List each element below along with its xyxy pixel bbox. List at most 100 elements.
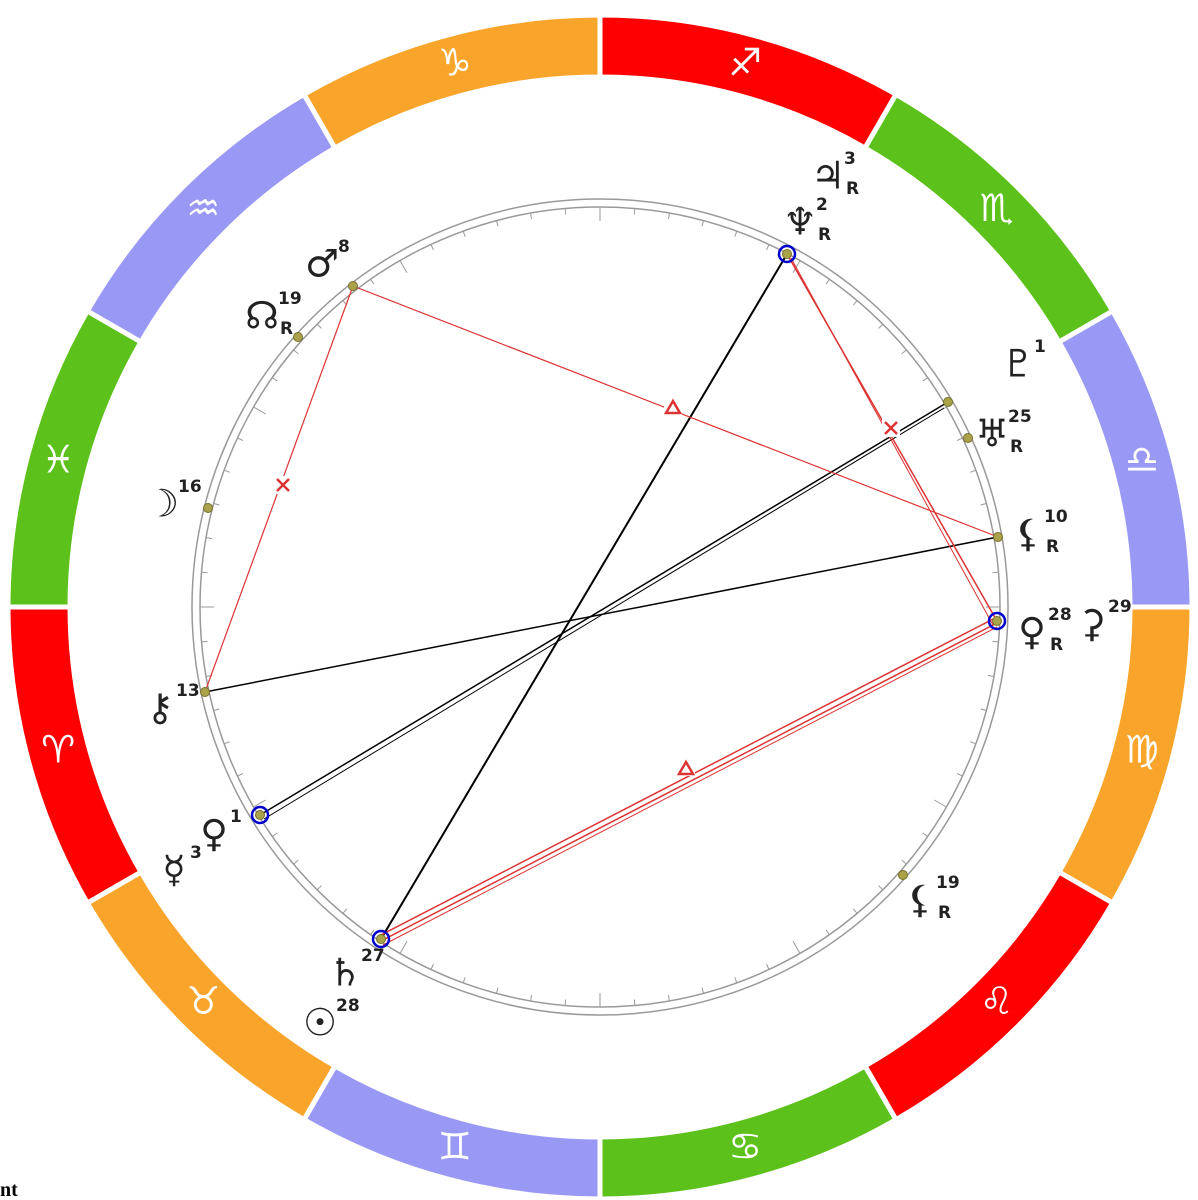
tick (852, 300, 858, 306)
planet-dot (200, 687, 210, 697)
tick (633, 999, 636, 1006)
tick (922, 377, 928, 382)
tick (701, 220, 705, 227)
tick (922, 832, 928, 837)
inner-circle-outer (191, 198, 1009, 1016)
tick (253, 406, 266, 415)
sign-glyph: ♎ (1125, 437, 1159, 481)
sign-glyph: ♍ (1125, 728, 1159, 772)
tick (237, 437, 244, 441)
planet-dot (376, 934, 386, 944)
tick (734, 977, 738, 984)
zodiac-ring: ♐ ♏ ♎ ♍ ♌ ♋ ♊ ♉ ♈ ♓ ♒ ♑ (5, 12, 1195, 1200)
tick (201, 640, 208, 643)
tick (970, 741, 977, 745)
sign-glyph: ♈ (41, 728, 75, 772)
tick (825, 929, 830, 935)
tick (825, 279, 830, 285)
tick (934, 799, 947, 808)
sign-glyph: ♓ (41, 437, 75, 481)
planet-retrograde: R (818, 225, 831, 245)
tick (213, 708, 220, 712)
planet-dot (993, 532, 1003, 542)
tick (495, 220, 499, 227)
footer-text: nt (0, 1179, 18, 1200)
planet-glyph: ⚷ (146, 686, 174, 730)
tick (430, 963, 434, 970)
sign-glyph: ♋ (728, 1124, 762, 1168)
planet-dot (943, 397, 953, 407)
tick (530, 212, 533, 220)
planet-degree: 8 (338, 237, 350, 257)
planet-dot (293, 332, 303, 342)
planet-degree: 25 (1008, 407, 1032, 427)
planet-degree: 13 (176, 681, 200, 701)
tick (901, 859, 907, 865)
planet-glyph: ♃ (811, 154, 845, 198)
tick (792, 260, 801, 273)
sign-glyph: ♉ (186, 979, 220, 1023)
tick (633, 208, 636, 215)
planet-retrograde: R (1046, 537, 1059, 557)
tick (370, 279, 375, 285)
planet-degree: 3 (844, 149, 856, 169)
tick (237, 773, 244, 777)
tick (980, 708, 987, 712)
tick (667, 212, 670, 220)
sign-glyph: ♏ (980, 186, 1014, 230)
tick (253, 799, 266, 808)
planets: ♃3R♆2R♂8☊ 19R♇1♅25R☽16⚸ 10R♀ 28R ⚳ 29⚷ 13♀ 1☿ 3⚸… (145, 149, 1132, 1045)
tick (293, 859, 299, 865)
planet-glyph: ♂ (305, 242, 339, 286)
planet-glyph: ♀ (1018, 610, 1046, 654)
tick (213, 502, 220, 506)
tick (980, 502, 987, 506)
tick (342, 908, 348, 914)
planet-glyph: ⚳ (1078, 602, 1106, 646)
planet-degree: 1 (230, 807, 242, 827)
planet-retrograde: R (1010, 437, 1023, 457)
planet-glyph: ⚸ (1014, 512, 1042, 556)
planet-glyph: ☊ (245, 294, 279, 338)
planet-glyph: ☿ (162, 848, 185, 892)
planet-glyph: ♀ (200, 812, 228, 856)
tick (734, 230, 738, 237)
sign-glyph: ♌ (980, 979, 1014, 1023)
tick (293, 349, 299, 355)
planet-degree: 3 (190, 843, 202, 863)
planet-degree: 19 (936, 873, 960, 893)
tick (766, 244, 770, 251)
sign-glyph: ♒ (186, 186, 220, 230)
planet-dot (348, 281, 358, 291)
tick (399, 260, 408, 273)
planet-glyph: ☉ (303, 1001, 337, 1045)
tick (223, 741, 230, 745)
planet-glyph: ♇ (1001, 342, 1035, 386)
planet-degree: 1 (1034, 337, 1046, 357)
planet-dot (898, 870, 908, 880)
tick (370, 929, 375, 935)
tick (272, 832, 278, 837)
planet-ring (987, 611, 1007, 631)
tick (987, 674, 995, 677)
planet-glyph: ⚸ (906, 878, 934, 922)
planet-degree: 2 (816, 195, 828, 215)
planet-glyph: ♅ (975, 412, 1009, 456)
planet-dot (992, 616, 1002, 626)
tick (956, 437, 963, 441)
planet-degree: 10 (1044, 507, 1068, 527)
tick (430, 244, 434, 251)
planet-degree: 28 (336, 996, 360, 1016)
planet-glyph: ☽ (145, 482, 179, 526)
tick (201, 571, 208, 574)
tick (462, 977, 466, 984)
tick (564, 999, 567, 1006)
tick (205, 537, 213, 540)
planet-degree: 29 (1108, 597, 1132, 617)
planet-glyph: ♆ (783, 200, 817, 244)
planet-degree: 19 (278, 289, 302, 309)
planet-ring (777, 244, 797, 264)
sign-glyph: ♐ (728, 41, 762, 85)
tick (992, 571, 999, 574)
